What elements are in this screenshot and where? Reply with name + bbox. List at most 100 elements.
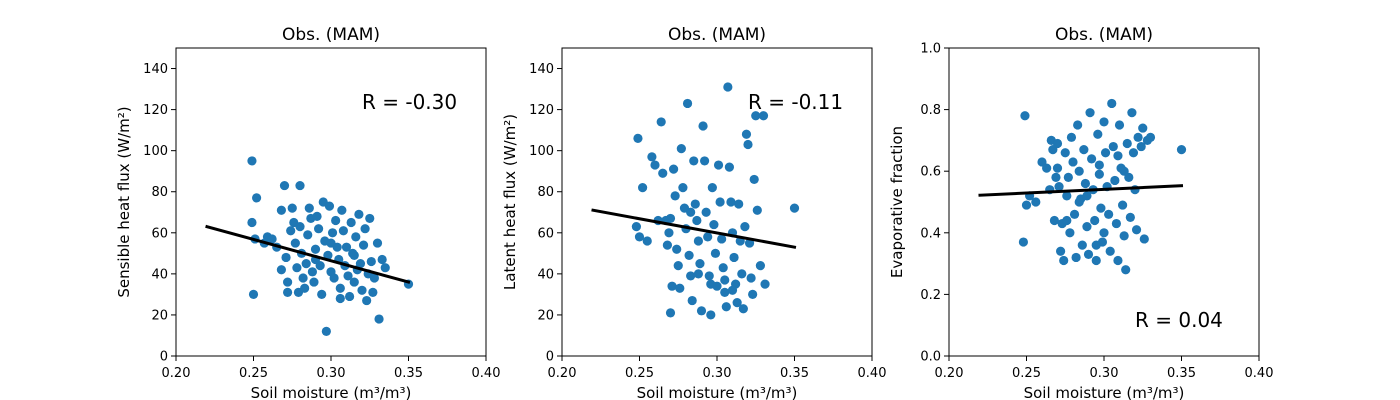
regression-line	[591, 208, 797, 249]
y-tick-label: 140	[529, 62, 554, 77]
data-point	[295, 180, 305, 191]
data-point	[1145, 132, 1156, 142]
data-point	[706, 310, 716, 320]
data-point	[309, 277, 319, 287]
data-point	[684, 250, 694, 260]
y-axis-label: Sensible heat flux (W/m²)	[115, 106, 133, 297]
data-point	[755, 261, 766, 271]
x-tick-label: 0.40	[472, 366, 501, 381]
y-tick-label: 120	[529, 103, 554, 118]
data-point	[650, 160, 660, 170]
data-point	[1018, 237, 1028, 247]
data-point	[693, 269, 704, 279]
data-point	[696, 306, 707, 316]
y-axis-label: Latent heat flux (W/m²)	[501, 114, 519, 290]
data-point	[1125, 212, 1135, 222]
data-point	[1060, 148, 1070, 158]
chart-title: Obs. (MAM)	[1055, 25, 1153, 45]
data-point	[368, 287, 378, 297]
data-point	[738, 304, 748, 314]
data-point	[300, 283, 310, 293]
data-point	[281, 252, 291, 263]
data-point	[709, 219, 719, 230]
data-point	[1176, 145, 1187, 155]
data-point	[1020, 111, 1030, 121]
data-point	[700, 156, 710, 166]
y-tick-label: 100	[529, 144, 554, 159]
data-point	[667, 281, 677, 291]
data-point	[1051, 172, 1061, 182]
data-point	[713, 160, 724, 170]
data-point	[1082, 191, 1092, 201]
data-point	[358, 240, 369, 250]
x-axis-label: Soil moisture (m³/m³)	[637, 384, 798, 400]
data-point	[324, 201, 335, 211]
data-point	[751, 111, 761, 121]
data-point	[303, 230, 313, 240]
data-point	[634, 232, 645, 242]
data-point	[720, 287, 730, 297]
data-point	[686, 271, 696, 281]
y-tick-label: 20	[151, 308, 168, 323]
data-point	[267, 234, 277, 244]
x-tick-label: 0.20	[548, 366, 577, 381]
data-point	[703, 232, 713, 242]
data-point	[1099, 228, 1109, 238]
chart-panel-3: 0.20 0.25 0.30 0.35 0.40 0.0 0.2 0.4 0.6 0.8 1.0 Ob…	[888, 25, 1273, 400]
data-point	[343, 271, 353, 281]
data-point	[758, 111, 769, 121]
x-tick-label: 0.25	[1012, 366, 1041, 381]
data-point	[360, 224, 370, 234]
data-point	[312, 211, 322, 221]
data-point	[1099, 117, 1109, 127]
data-point	[314, 224, 324, 234]
data-point	[1105, 246, 1115, 256]
data-point	[789, 203, 800, 213]
data-point	[1131, 225, 1142, 235]
chart-title: Obs. (MAM)	[282, 25, 380, 45]
data-point	[276, 265, 286, 275]
data-point	[723, 82, 733, 92]
data-point	[1096, 203, 1106, 213]
data-point	[647, 152, 657, 162]
x-tick-label: 0.25	[239, 366, 268, 381]
data-point	[276, 205, 286, 215]
data-point	[749, 174, 759, 185]
data-point	[380, 263, 390, 273]
data-point	[1119, 166, 1129, 176]
data-point	[638, 183, 648, 193]
data-point	[1091, 240, 1101, 250]
x-tick-label: 0.40	[1245, 366, 1274, 381]
data-point	[1082, 222, 1092, 232]
data-point	[1111, 218, 1121, 229]
data-point	[720, 275, 730, 285]
chart-panel-2: 0.20 0.25 0.30 0.35 0.40 0 20 40 60 80 100 120 140 Ob…	[501, 25, 886, 400]
data-point	[247, 156, 257, 166]
data-point	[1122, 138, 1132, 149]
data-point	[377, 254, 387, 265]
data-point	[1068, 157, 1078, 167]
y-tick-label: 80	[151, 185, 168, 200]
data-point	[1062, 191, 1072, 201]
data-point	[633, 133, 643, 143]
data-point	[746, 273, 756, 283]
correlation-annotation: R = -0.11	[748, 90, 843, 114]
data-point	[252, 193, 262, 203]
data-point	[760, 279, 770, 289]
data-point	[1074, 197, 1084, 207]
data-point	[682, 98, 693, 109]
data-point	[726, 197, 736, 207]
data-point	[304, 203, 314, 213]
data-point	[698, 121, 708, 131]
data-point	[1127, 108, 1137, 118]
data-point	[349, 277, 359, 287]
y-tick-label: 0.8	[920, 103, 941, 118]
data-point	[1080, 178, 1090, 189]
data-point	[675, 283, 685, 293]
data-point	[1091, 255, 1101, 266]
data-point	[724, 162, 735, 172]
data-point	[1093, 129, 1103, 139]
data-point	[686, 207, 696, 217]
data-point	[1118, 200, 1128, 210]
data-point	[310, 244, 321, 254]
